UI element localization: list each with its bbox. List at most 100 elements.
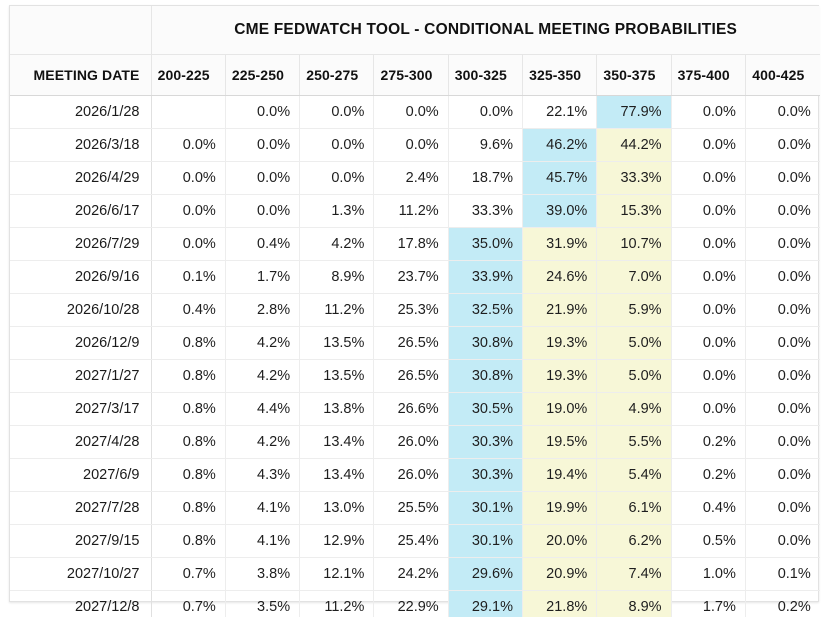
probability-cell-375-400: 0.2% xyxy=(671,458,746,492)
probability-cell-225-250: 4.1% xyxy=(225,524,301,558)
probability-cell-375-400: 0.0% xyxy=(671,293,746,327)
column-header-300-325[interactable]: 300-325 xyxy=(448,54,523,96)
probability-cell-400-425: 0.0% xyxy=(745,128,820,162)
probability-cell-200-225: 0.8% xyxy=(151,326,226,360)
probability-cell-350-375: 5.0% xyxy=(596,359,672,393)
probability-cell-200-225: 0.7% xyxy=(151,590,226,617)
probability-cell-375-400: 0.0% xyxy=(671,392,746,426)
probability-cell-325-350: 20.9% xyxy=(522,557,598,591)
probability-cell-400-425: 0.1% xyxy=(745,557,820,591)
probability-cell-325-350: 20.0% xyxy=(522,524,598,558)
probability-cell-200-225: 0.8% xyxy=(151,359,226,393)
table-row: 2027/6/9 0.8% 4.3% 13.4% 26.0% 30.3% 19.4% 5.4%… xyxy=(10,458,820,492)
title-row-spacer xyxy=(10,6,152,55)
probability-cell-325-350: 39.0% xyxy=(522,194,598,228)
probability-cell-350-375: 8.9% xyxy=(596,590,672,617)
column-header-200-225[interactable]: 200-225 xyxy=(151,54,226,96)
probability-cell-250-275: 4.2% xyxy=(299,227,375,261)
probability-cell-400-425: 0.0% xyxy=(745,458,820,492)
probability-cell-200-225: 0.8% xyxy=(151,425,226,459)
probability-cell-250-275: 12.1% xyxy=(299,557,375,591)
probability-cell-275-300: 11.2% xyxy=(373,194,449,228)
probability-cell-300-325: 30.1% xyxy=(448,491,523,525)
probability-cell-200-225: 0.0% xyxy=(151,128,226,162)
probability-cell-250-275: 1.3% xyxy=(299,194,375,228)
probability-cell-200-225: 0.8% xyxy=(151,458,226,492)
probability-cell-375-400: 0.5% xyxy=(671,524,746,558)
column-header-250-275[interactable]: 250-275 xyxy=(299,54,375,96)
probability-cell-225-250: 4.4% xyxy=(225,392,301,426)
column-header-400-425[interactable]: 400-425 xyxy=(745,54,820,96)
probability-cell-350-375: 5.4% xyxy=(596,458,672,492)
meeting-date-cell: 2026/9/16 xyxy=(10,260,152,294)
probability-cell-350-375: 33.3% xyxy=(596,161,672,195)
probability-cell-350-375: 4.9% xyxy=(596,392,672,426)
table-row: 2027/10/27 0.7% 3.8% 12.1% 24.2% 29.6% 20.9% 7.… xyxy=(10,557,820,591)
probability-cell-400-425: 0.0% xyxy=(745,326,820,360)
meeting-date-cell: 2027/7/28 xyxy=(10,491,152,525)
probability-cell-400-425: 0.0% xyxy=(745,194,820,228)
meeting-date-cell: 2026/1/28 xyxy=(10,95,152,129)
column-header-325-350[interactable]: 325-350 xyxy=(522,54,598,96)
column-header-meeting-date[interactable]: MEETING DATE xyxy=(10,54,152,96)
probability-cell-375-400: 0.0% xyxy=(671,260,746,294)
table-row: 2026/7/29 0.0% 0.4% 4.2% 17.8% 35.0% 31.9% 10.7… xyxy=(10,227,820,261)
meeting-date-cell: 2026/10/28 xyxy=(10,293,152,327)
probability-cell-225-250: 4.2% xyxy=(225,359,301,393)
column-header-225-250[interactable]: 225-250 xyxy=(225,54,301,96)
probability-cell-375-400: 1.7% xyxy=(671,590,746,617)
meeting-date-cell: 2026/12/9 xyxy=(10,326,152,360)
table-row: 2027/9/15 0.8% 4.1% 12.9% 25.4% 30.1% 20.0% 6.2… xyxy=(10,524,820,558)
probability-cell-300-325: 30.1% xyxy=(448,524,523,558)
probability-cell-250-275: 0.0% xyxy=(299,161,375,195)
column-header-350-375[interactable]: 350-375 xyxy=(596,54,672,96)
probability-cell-350-375: 6.2% xyxy=(596,524,672,558)
table-row: 2026/3/18 0.0% 0.0% 0.0% 0.0% 9.6% 46.2% 44.2% 0… xyxy=(10,128,820,162)
probability-cell-275-300: 26.5% xyxy=(373,359,449,393)
meeting-date-cell: 2027/9/15 xyxy=(10,524,152,558)
meeting-date-cell: 2027/1/27 xyxy=(10,359,152,393)
meeting-date-cell: 2026/7/29 xyxy=(10,227,152,261)
probability-cell-400-425: 0.0% xyxy=(745,359,820,393)
table-row: 2027/1/27 0.8% 4.2% 13.5% 26.5% 30.8% 19.3% 5.0… xyxy=(10,359,820,393)
probability-cell-400-425: 0.0% xyxy=(745,227,820,261)
probability-cell-200-225: 0.8% xyxy=(151,392,226,426)
probability-cell-300-325: 33.3% xyxy=(448,194,523,228)
probability-cell-300-325: 29.1% xyxy=(448,590,523,617)
column-header-375-400[interactable]: 375-400 xyxy=(671,54,746,96)
probability-cell-400-425: 0.0% xyxy=(745,524,820,558)
probability-cell-225-250: 0.0% xyxy=(225,161,301,195)
probability-cell-375-400: 1.0% xyxy=(671,557,746,591)
probability-cell-375-400: 0.0% xyxy=(671,227,746,261)
probability-cell-275-300: 26.0% xyxy=(373,458,449,492)
probability-cell-250-275: 13.8% xyxy=(299,392,375,426)
probability-cell-275-300: 25.4% xyxy=(373,524,449,558)
probability-cell-200-225: 0.7% xyxy=(151,557,226,591)
probability-cell-375-400: 0.0% xyxy=(671,95,746,129)
column-header-275-300[interactable]: 275-300 xyxy=(373,54,449,96)
probability-cell-200-225: 0.0% xyxy=(151,194,226,228)
probability-cell-325-350: 21.9% xyxy=(522,293,598,327)
probability-cell-325-350: 46.2% xyxy=(522,128,598,162)
meeting-date-cell: 2027/6/9 xyxy=(10,458,152,492)
probability-cell-350-375: 77.9% xyxy=(596,95,672,129)
meeting-date-cell: 2027/12/8 xyxy=(10,590,152,617)
probability-cell-350-375: 44.2% xyxy=(596,128,672,162)
probability-cell-325-350: 45.7% xyxy=(522,161,598,195)
probability-cell-350-375: 10.7% xyxy=(596,227,672,261)
probability-cell-300-325: 18.7% xyxy=(448,161,523,195)
probability-cell-300-325: 30.3% xyxy=(448,425,523,459)
conditional-meeting-probabilities-table: CME FEDWATCH TOOL - CONDITIONAL MEETING … xyxy=(10,6,820,617)
title-row: CME FEDWATCH TOOL - CONDITIONAL MEETING … xyxy=(10,6,820,55)
probability-cell-300-325: 30.5% xyxy=(448,392,523,426)
probability-cell-325-350: 19.5% xyxy=(522,425,598,459)
probability-cell-300-325: 33.9% xyxy=(448,260,523,294)
probability-cell-275-300: 22.9% xyxy=(373,590,449,617)
probability-cell-250-275: 0.0% xyxy=(299,95,375,129)
probability-cell-400-425: 0.0% xyxy=(745,161,820,195)
table-row: 2026/4/29 0.0% 0.0% 0.0% 2.4% 18.7% 45.7% 33.3%… xyxy=(10,161,820,195)
meeting-date-cell: 2026/4/29 xyxy=(10,161,152,195)
probability-cell-325-350: 19.9% xyxy=(522,491,598,525)
table-row: 2026/1/28 0.0% 0.0% 0.0% 0.0% 22.1% 77.9% 0.0% 0… xyxy=(10,95,820,129)
table-row: 2027/3/17 0.8% 4.4% 13.8% 26.6% 30.5% 19.0% 4.9… xyxy=(10,392,820,426)
